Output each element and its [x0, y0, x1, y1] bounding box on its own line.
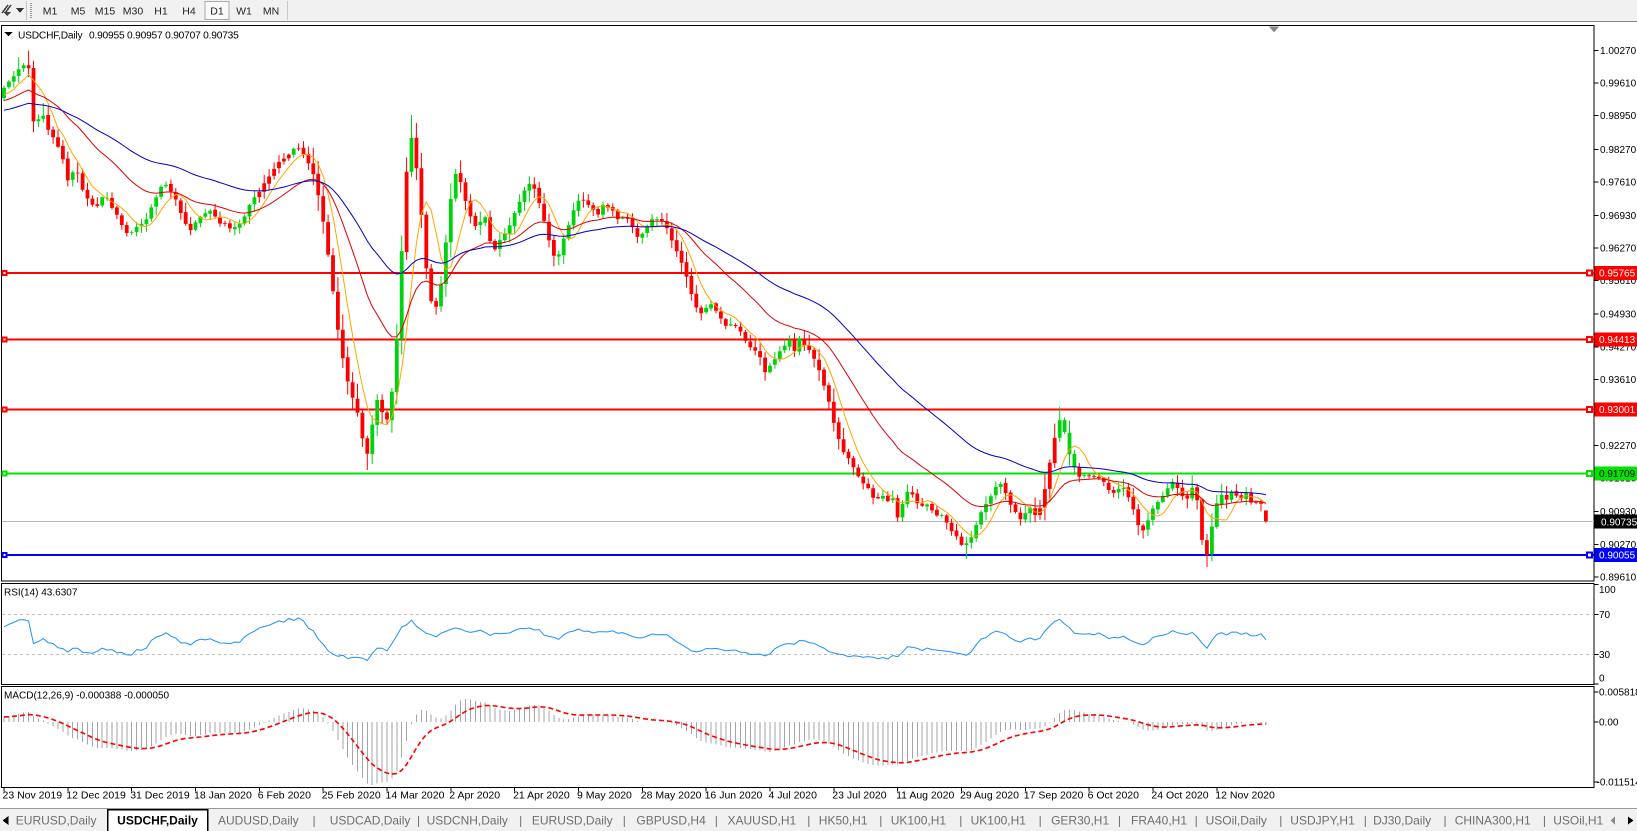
svg-text:USDJPY,H1: USDJPY,H1: [1290, 814, 1355, 828]
svg-text:4 Jul 2020: 4 Jul 2020: [769, 790, 818, 802]
svg-text:|: |: [417, 814, 420, 828]
svg-text:|: |: [807, 814, 810, 828]
svg-text:0.96270: 0.96270: [1600, 244, 1637, 255]
svg-text:UK100,H1: UK100,H1: [891, 814, 947, 828]
svg-text:0.93001: 0.93001: [1599, 405, 1636, 416]
svg-text:0.91709: 0.91709: [1599, 469, 1636, 480]
svg-text:USDCAD,Daily: USDCAD,Daily: [330, 814, 411, 828]
svg-text:USDCNH,Daily: USDCNH,Daily: [427, 814, 508, 828]
svg-text:6 Feb 2020: 6 Feb 2020: [258, 790, 311, 802]
svg-text:0.98270: 0.98270: [1600, 145, 1637, 156]
svg-text:0.90270: 0.90270: [1600, 540, 1637, 551]
svg-text:H4: H4: [182, 6, 196, 18]
svg-text:0.96930: 0.96930: [1600, 211, 1637, 222]
svg-text:-0.011514: -0.011514: [1597, 778, 1637, 789]
svg-text:EURUSD,Daily: EURUSD,Daily: [532, 814, 613, 828]
svg-text:|: |: [1118, 814, 1121, 828]
svg-text:|: |: [623, 814, 626, 828]
svg-text:23 Nov 2019: 23 Nov 2019: [3, 790, 63, 802]
svg-text:16 Jun 2020: 16 Jun 2020: [705, 790, 763, 802]
svg-text:21 Apr 2020: 21 Apr 2020: [513, 790, 570, 802]
svg-text:XAUUSD,H1: XAUUSD,H1: [728, 814, 797, 828]
svg-text:2 Apr 2020: 2 Apr 2020: [449, 790, 500, 802]
svg-text:USOil,H1: USOil,H1: [1553, 814, 1603, 828]
svg-text:|: |: [715, 814, 718, 828]
svg-text:DJ30,Daily: DJ30,Daily: [1373, 814, 1431, 828]
svg-text:0.90735: 0.90735: [1601, 517, 1637, 528]
svg-text:0.005818: 0.005818: [1599, 688, 1637, 699]
svg-text:0.95765: 0.95765: [1599, 269, 1636, 280]
svg-text:|: |: [1195, 814, 1198, 828]
svg-text:0.99610: 0.99610: [1600, 79, 1637, 90]
svg-text:0.89610: 0.89610: [1600, 572, 1637, 583]
svg-text:0.92270: 0.92270: [1600, 441, 1637, 452]
svg-text:MN: MN: [263, 6, 279, 18]
svg-text:0.94930: 0.94930: [1600, 310, 1637, 321]
svg-text:14 Mar 2020: 14 Mar 2020: [386, 790, 445, 802]
svg-text:M5: M5: [71, 6, 86, 18]
svg-text:0.93610: 0.93610: [1600, 375, 1637, 386]
svg-text:70: 70: [1599, 610, 1611, 621]
svg-text:0.00: 0.00: [1599, 718, 1619, 729]
svg-text:AUDUSD,Daily: AUDUSD,Daily: [218, 814, 299, 828]
svg-text:|: |: [1543, 814, 1546, 828]
svg-text:USOil,Daily: USOil,Daily: [1206, 814, 1267, 828]
svg-text:0.90930: 0.90930: [1600, 507, 1637, 518]
svg-text:|: |: [1039, 814, 1042, 828]
svg-text:W1: W1: [236, 6, 252, 18]
svg-text:25 Feb 2020: 25 Feb 2020: [322, 790, 381, 802]
svg-text:0.94413: 0.94413: [1599, 335, 1636, 346]
svg-text:0.97610: 0.97610: [1600, 177, 1637, 188]
svg-text:29 Aug 2020: 29 Aug 2020: [960, 790, 1019, 802]
svg-text:12 Nov 2020: 12 Nov 2020: [1215, 790, 1275, 802]
svg-text:|: |: [1279, 814, 1282, 828]
svg-text:17 Sep 2020: 17 Sep 2020: [1024, 790, 1084, 802]
svg-text:9 May 2020: 9 May 2020: [577, 790, 632, 802]
svg-text:24 Oct 2020: 24 Oct 2020: [1151, 790, 1208, 802]
svg-text:RSI(14) 43.6307: RSI(14) 43.6307: [4, 588, 78, 599]
svg-text:|: |: [1364, 814, 1367, 828]
svg-text:6 Oct 2020: 6 Oct 2020: [1088, 790, 1140, 802]
svg-text:CHINA300,H1: CHINA300,H1: [1455, 814, 1531, 828]
svg-text:GBPUSD,H4: GBPUSD,H4: [636, 814, 706, 828]
svg-text:USDCHF,Daily: USDCHF,Daily: [117, 814, 198, 828]
svg-text:12 Dec 2019: 12 Dec 2019: [66, 790, 126, 802]
svg-text:|: |: [519, 814, 522, 828]
svg-text:23 Jul 2020: 23 Jul 2020: [832, 790, 886, 802]
svg-text:31 Dec 2019: 31 Dec 2019: [130, 790, 190, 802]
svg-text:|: |: [313, 814, 316, 828]
svg-text:100: 100: [1599, 585, 1616, 596]
svg-text:H1: H1: [154, 6, 168, 18]
svg-text:28 May 2020: 28 May 2020: [641, 790, 702, 802]
svg-text:11 Aug 2020: 11 Aug 2020: [896, 790, 954, 802]
svg-text:GER30,H1: GER30,H1: [1051, 814, 1109, 828]
svg-text:1.00270: 1.00270: [1600, 46, 1637, 57]
svg-text:0.95610: 0.95610: [1600, 276, 1637, 287]
svg-text:HK50,H1: HK50,H1: [819, 814, 868, 828]
svg-text:0.98950: 0.98950: [1600, 111, 1637, 122]
svg-text:0.90055: 0.90055: [1599, 550, 1636, 561]
svg-text:MACD(12,26,9) -0.000388 -0.000: MACD(12,26,9) -0.000388 -0.000050: [4, 691, 170, 702]
svg-text:EURUSD,Daily: EURUSD,Daily: [16, 814, 97, 828]
svg-text:0: 0: [1599, 674, 1605, 685]
svg-text:30: 30: [1599, 650, 1611, 661]
svg-text:M1: M1: [43, 6, 58, 18]
svg-text:UK100,H1: UK100,H1: [971, 814, 1027, 828]
svg-text:|: |: [1444, 814, 1447, 828]
svg-text:|: |: [879, 814, 882, 828]
svg-text:0.90955 0.90957 0.90707 0.9073: 0.90955 0.90957 0.90707 0.90735: [89, 31, 239, 42]
svg-text:M30: M30: [123, 6, 144, 18]
svg-text:18 Jan 2020: 18 Jan 2020: [194, 790, 252, 802]
svg-text:USDCHF,Daily: USDCHF,Daily: [18, 31, 83, 42]
svg-text:0.94270: 0.94270: [1600, 342, 1637, 353]
svg-text:M15: M15: [95, 6, 116, 18]
svg-text:|: |: [959, 814, 962, 828]
svg-text:FRA40,H1: FRA40,H1: [1131, 814, 1187, 828]
svg-text:D1: D1: [210, 6, 224, 18]
